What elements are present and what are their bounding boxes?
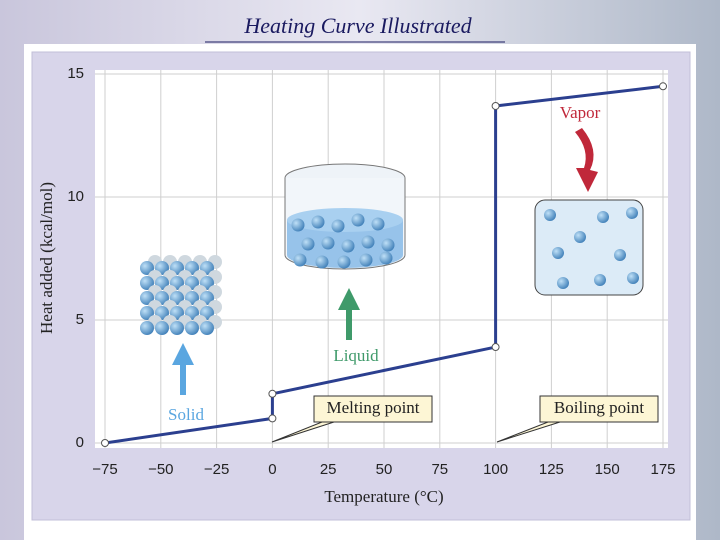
particle — [381, 238, 395, 252]
particle — [544, 209, 556, 221]
x-tick-label: −25 — [204, 461, 229, 478]
melting-box — [313, 395, 433, 423]
x-tick-label: 50 — [376, 461, 393, 478]
particle — [351, 213, 365, 227]
vapor-arrow — [575, 128, 598, 192]
x-tick-label: 150 — [595, 461, 620, 478]
particle — [574, 231, 586, 243]
particle — [140, 321, 154, 335]
particle — [155, 321, 169, 335]
particle — [140, 276, 154, 290]
particle — [371, 217, 385, 231]
data-point — [659, 82, 667, 91]
y-axis-label: Heat added (kcal/mol) — [37, 182, 56, 334]
data-point — [491, 101, 500, 110]
particle — [140, 291, 154, 305]
data-point — [491, 343, 500, 352]
particle — [315, 255, 329, 269]
particle — [341, 239, 355, 253]
particle — [170, 321, 184, 335]
y-tick-label: 5 — [76, 311, 84, 328]
data-point — [268, 389, 277, 398]
particle — [379, 251, 393, 265]
annotation: Vapor — [560, 103, 601, 122]
particle — [291, 218, 305, 232]
particle — [293, 253, 307, 267]
solid-cube — [140, 255, 222, 335]
particle — [614, 249, 626, 261]
particle — [200, 321, 214, 335]
particle — [557, 277, 569, 289]
particle — [597, 211, 609, 223]
particle — [185, 321, 199, 335]
y-tick-label: 0 — [76, 434, 84, 451]
vapor-box — [534, 199, 644, 296]
x-tick-label: 0 — [268, 461, 276, 478]
melting-pointer — [271, 421, 335, 443]
annotation: Boiling point — [554, 398, 644, 417]
annotation: Melting point — [326, 398, 419, 417]
data-line — [104, 84, 664, 445]
x-axis-label: Temperature (°C) — [324, 487, 443, 506]
particle — [140, 261, 154, 275]
annotation: Solid — [168, 405, 204, 424]
illustrations — [140, 128, 659, 443]
x-tick-label: −75 — [92, 461, 117, 478]
x-tick-label: 125 — [539, 461, 564, 478]
x-tick-label: 25 — [320, 461, 337, 478]
particle — [337, 255, 351, 269]
slide-title: Heating Curve Illustrated — [243, 13, 472, 38]
boiling-box — [539, 395, 659, 423]
annotation: Liquid — [333, 346, 379, 365]
data-point — [101, 439, 109, 447]
boiling-pointer — [496, 421, 561, 443]
x-tick-label: 75 — [431, 461, 448, 478]
x-tick-label: 100 — [483, 461, 508, 478]
particle — [331, 219, 345, 233]
particle — [361, 235, 375, 249]
particle — [626, 207, 638, 219]
particle — [140, 306, 154, 320]
solid-arrow — [172, 343, 194, 395]
liquid-arrow — [338, 288, 360, 340]
particle — [301, 237, 315, 251]
particle — [627, 272, 639, 284]
x-tick-label: −50 — [148, 461, 173, 478]
particle — [552, 247, 564, 259]
y-tick-label: 15 — [67, 65, 84, 82]
x-tick-label: 175 — [650, 461, 675, 478]
particle — [321, 236, 335, 250]
particle — [594, 274, 606, 286]
data-point — [268, 414, 277, 423]
y-tick-label: 10 — [67, 188, 84, 205]
particle — [359, 253, 373, 267]
particle — [311, 215, 325, 229]
